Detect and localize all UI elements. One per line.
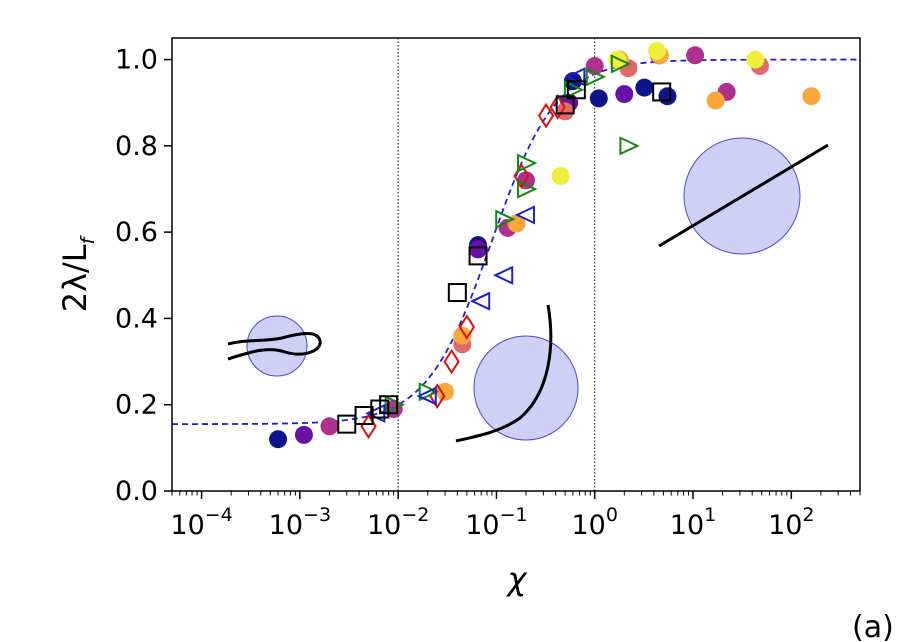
sketch-straight-fiber (658, 137, 829, 255)
circle-marker-yellow (647, 41, 666, 60)
tri-right-marker-green (517, 153, 538, 173)
y-axis-label-main: 2λ/L (56, 244, 94, 312)
square-marker-black (354, 406, 374, 425)
x-tick-label: 100 (572, 504, 618, 541)
x-axis-ticks: 10−4 10−3 10−2 10−1 100 101 102 (170, 491, 815, 541)
circle-marker-orange (802, 87, 821, 106)
x-axis-minor-ticks (171, 491, 861, 496)
circle-marker-orange (453, 326, 472, 345)
x-tick-label: 10−2 (367, 504, 429, 541)
circle-marker-navy (589, 89, 608, 108)
diamond-marker-red (443, 348, 460, 375)
fit-curve-line (172, 58, 860, 426)
y-axis-label: 2λ/Lf (56, 234, 99, 312)
tri-right-marker-green (418, 382, 440, 402)
fit-curve (172, 58, 860, 426)
diamond-marker-red (513, 163, 530, 189)
tri-left-marker-blue (492, 265, 514, 285)
tri-left-marker-blue (416, 386, 437, 406)
tri-left-marker-blue (469, 291, 491, 311)
tri-left-marker-blue (514, 205, 536, 225)
circle-marker-navy (658, 87, 677, 106)
y-tick-label: 0.2 (115, 390, 158, 421)
square-marker-black (468, 246, 488, 266)
y-tick-label: 0.6 (115, 217, 158, 248)
square-marker-black (555, 95, 575, 115)
circle-marker-magenta (686, 46, 705, 65)
square-marker-black (379, 395, 399, 415)
circle-marker-orange (436, 382, 455, 401)
tri-right-marker-green (610, 54, 632, 74)
sketch-fiber-straight (658, 143, 829, 248)
circle-marker-orange (706, 91, 725, 110)
circle-marker-yellow (551, 167, 570, 186)
inset-sketches (227, 137, 829, 443)
circle-marker-salmon (556, 102, 575, 121)
tri-right-marker-green (619, 136, 640, 156)
circle-marker-magenta (320, 417, 339, 436)
square-marker-black (566, 80, 586, 100)
sketch-disc-small (246, 315, 308, 377)
sketch-disc-medium (473, 335, 579, 441)
y-tick-label: 0.4 (115, 303, 158, 334)
diamond-marker-red (429, 383, 446, 409)
square-marker-black (447, 283, 467, 303)
x-tick-label: 10−1 (465, 504, 527, 541)
data-markers (269, 41, 821, 449)
y-axis-ticks: 0.0 0.2 0.4 0.6 0.8 1.0 (115, 45, 172, 507)
sketch-fiber-bent (455, 304, 553, 443)
diamond-marker-red (537, 102, 555, 129)
diamond-marker-red (549, 94, 566, 120)
circle-marker-navy (635, 78, 654, 97)
x-tick-label: 102 (768, 504, 814, 541)
x-tick-label: 101 (670, 504, 716, 541)
circle-marker-navy (269, 430, 288, 449)
circle-marker-purple (615, 85, 634, 104)
circle-marker-purple (469, 240, 488, 259)
sketch-bent-fiber (455, 304, 579, 443)
tri-right-marker-green (563, 80, 585, 100)
sketch-fiber-coiled (227, 332, 322, 361)
tri-right-marker-green (384, 395, 406, 415)
x-tick-label: 10−3 (269, 504, 331, 541)
diamond-marker-red (458, 314, 476, 340)
tri-right-marker-green (517, 179, 538, 199)
y-tick-label: 0.0 (115, 476, 158, 507)
y-axis-label-subscript: f (77, 234, 99, 244)
x-axis-label: χ (506, 560, 528, 598)
y-tick-label: 0.8 (115, 131, 158, 162)
panel-label: (a) (852, 610, 894, 642)
x-tick-label: 10−4 (170, 504, 232, 541)
square-marker-black (337, 414, 357, 434)
circle-marker-yellow (746, 50, 765, 69)
plot-frame (171, 37, 861, 492)
tri-right-marker-green (495, 209, 516, 229)
sketch-coiled-fiber (227, 315, 322, 377)
circle-marker-purple (294, 425, 313, 444)
y-tick-label: 1.0 (115, 45, 158, 76)
tri-right-marker-green (585, 67, 607, 87)
square-marker-black (652, 82, 672, 102)
